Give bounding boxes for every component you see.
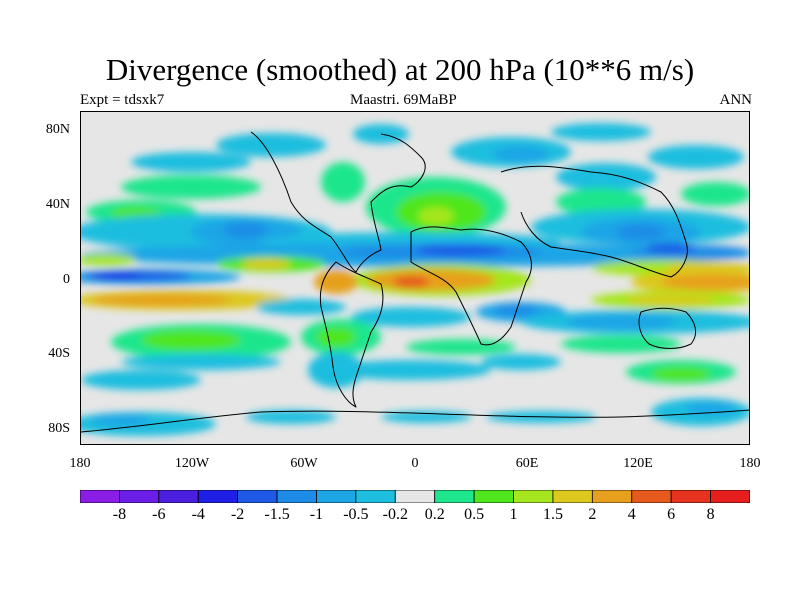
south-america-coast — [319, 261, 384, 408]
colorbar-swatch — [355, 490, 396, 503]
contour-cell — [418, 207, 454, 225]
colorbar-swatch — [276, 490, 317, 503]
colorbar-swatch — [710, 490, 750, 503]
colorbar-swatch — [158, 490, 199, 503]
colorbar-swatch — [513, 490, 554, 503]
contour-cell — [646, 243, 696, 253]
contour-cell — [566, 314, 676, 330]
contour-cell — [351, 307, 471, 327]
colorbar-level-label: -0.5 — [343, 506, 369, 523]
contour-cell — [686, 402, 736, 414]
lon-tick-60e: 60E — [515, 456, 539, 471]
contour-cell — [91, 414, 151, 426]
colorbar-level-label: -2 — [230, 506, 245, 523]
contour-cell — [256, 299, 346, 315]
africa-eurasia-coast — [410, 226, 532, 346]
lon-tick-60w: 60W — [290, 456, 318, 471]
colorbar-level-label: -1 — [309, 506, 324, 523]
colorbar-level-label: 0.5 — [464, 506, 485, 523]
lon-tick-0: 0 — [411, 456, 419, 471]
lat-tick-80n: 80N — [45, 122, 70, 137]
colorbar-swatch — [237, 490, 278, 503]
contour-cell — [556, 188, 646, 216]
colorbar-swatch — [631, 490, 672, 503]
australia-coast — [638, 307, 697, 349]
colorbar-swatch — [394, 490, 436, 503]
period-label: Maastri. 69MaBP — [350, 92, 457, 108]
colorbar-swatch — [670, 490, 711, 503]
colorbar-swatch — [591, 490, 633, 503]
lat-tick-0: 0 — [63, 272, 70, 287]
contour-cell — [551, 123, 651, 141]
lon-tick-180e: 180 — [739, 456, 761, 471]
chart-title: Divergence (smoothed) at 200 hPa (10**6 … — [105, 52, 695, 87]
colorbar-level-label: 2 — [588, 506, 597, 523]
lon-tick-180w: 180 — [69, 456, 91, 471]
coastlines — [81, 131, 749, 433]
contour-cell — [494, 304, 538, 316]
experiment-label: Expt = tdsxk7 — [80, 92, 165, 108]
colorbar-level-label: 8 — [706, 506, 715, 523]
contour-cell — [91, 294, 231, 306]
contour-cell — [131, 152, 251, 172]
contour-cell — [246, 410, 336, 424]
antarctica-coast — [81, 409, 749, 433]
colorbar-level-label: -8 — [112, 506, 127, 523]
contour-cell — [331, 360, 491, 380]
contour-cell — [91, 272, 141, 280]
north-america-coast — [250, 131, 426, 273]
contour-cell — [224, 222, 268, 238]
contour-cell — [141, 330, 241, 350]
contour-cell — [481, 354, 561, 370]
contour-cell — [316, 327, 356, 347]
season-label: ANN — [719, 92, 753, 108]
contour-cell — [416, 244, 506, 256]
colorbar-level-label: -0.2 — [382, 506, 408, 523]
contour-cell — [556, 163, 656, 191]
contour-cell — [321, 162, 365, 202]
colorbar-swatch — [552, 490, 593, 503]
colorbar-level-label: 0.2 — [424, 506, 445, 523]
contour-cell — [393, 276, 429, 288]
colorbar-swatch — [197, 490, 239, 503]
colorbar-level-label: 4 — [627, 506, 636, 523]
contour-cell — [121, 175, 261, 199]
map-canvas — [81, 123, 749, 436]
lat-tick-40s: 40S — [48, 346, 70, 361]
lon-tick-120e: 120E — [623, 456, 653, 471]
contour-cell — [241, 259, 291, 269]
contour-cell — [626, 295, 716, 305]
asia-coast — [500, 165, 688, 278]
colorbar-level-label: 1.5 — [542, 506, 563, 523]
colorbar-level-label: 1 — [509, 506, 518, 523]
contour-cell — [121, 354, 281, 370]
contour-cell — [81, 370, 201, 390]
lat-tick-80s: 80S — [48, 421, 70, 436]
contour-cell — [648, 145, 744, 169]
contour-cell — [616, 224, 666, 240]
contour-cell — [661, 274, 749, 290]
contour-cell — [681, 182, 749, 206]
divergence-map — [80, 111, 750, 445]
contour-cell — [493, 146, 549, 162]
colorbar-swatch — [473, 490, 514, 503]
colorbar-level-label: -4 — [191, 506, 205, 523]
lon-tick-120w: 120W — [174, 456, 210, 471]
contour-cell — [561, 335, 681, 353]
colorbar — [80, 490, 750, 503]
colorbar-level-label: 6 — [667, 506, 676, 523]
contour-cell — [406, 339, 516, 355]
contour-cell — [81, 254, 136, 266]
colorbar-swatch — [316, 490, 357, 503]
colorbar-swatch — [80, 490, 120, 503]
contour-fields — [81, 123, 749, 436]
contour-cell — [216, 133, 326, 157]
colorbar-level-label: -6 — [152, 506, 166, 523]
contour-cell — [651, 367, 711, 381]
contour-cell — [308, 352, 364, 388]
colorbar-swatch — [119, 490, 160, 503]
colorbar-swatch — [434, 490, 475, 503]
colorbar-level-label: -1.5 — [264, 506, 290, 523]
lat-tick-40n: 40N — [45, 197, 70, 212]
